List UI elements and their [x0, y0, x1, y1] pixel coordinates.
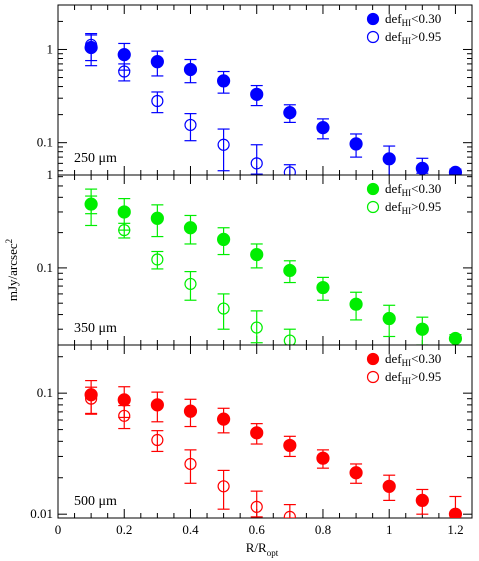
x-axis-title-subscript: opt: [267, 548, 279, 558]
legend-label: defHI<0.30: [385, 351, 441, 368]
legend-marker-open: [366, 200, 380, 214]
data-point-filled: [316, 451, 330, 465]
data-point-filled: [117, 393, 131, 407]
data-point-filled: [183, 221, 198, 235]
x-tick-label: 0.6: [249, 522, 266, 537]
y-tick-label: 0.1: [37, 260, 53, 275]
x-tick-label: 0.4: [182, 522, 199, 537]
band-label: 350 μm: [74, 321, 117, 336]
y-tick-label: 0.1: [37, 135, 53, 150]
data-point-open: [217, 480, 230, 493]
data-point-filled: [283, 106, 297, 120]
data-point-open: [184, 118, 197, 132]
data-point-filled: [217, 412, 231, 426]
data-point-filled: [217, 232, 231, 247]
data-point-filled: [183, 62, 198, 77]
data-point-filled: [382, 479, 396, 493]
data-point-filled: [150, 211, 164, 225]
data-point-filled: [150, 398, 164, 412]
data-point-open: [283, 510, 296, 518]
data-point-filled: [382, 152, 396, 166]
data-point-open: [118, 65, 131, 78]
legend-marker-filled: [366, 352, 380, 366]
data-point-open: [217, 302, 230, 315]
y-tick-label: 0.01: [30, 506, 53, 521]
panel-frame: [57, 4, 473, 176]
legend-marker-open: [366, 30, 380, 44]
data-point-open: [250, 321, 263, 334]
data-point-open: [250, 157, 263, 170]
data-point-filled: [250, 426, 264, 440]
legend-label: defHI<0.30: [385, 181, 441, 198]
data-point-open: [85, 392, 98, 405]
data-point-open: [184, 277, 197, 291]
data-point-filled: [349, 137, 363, 151]
x-tick-label: 0.2: [116, 522, 132, 537]
data-point-filled: [117, 205, 131, 219]
data-point-open: [151, 94, 164, 108]
data-point-filled: [283, 263, 297, 278]
y-tick-label: 1: [47, 167, 54, 182]
data-point-filled: [415, 322, 429, 336]
y-axis-title: mJy/arcsec2: [4, 239, 20, 301]
legend-marker-filled: [366, 12, 380, 26]
panel-frame: [57, 344, 473, 519]
y-tick-label: 0.1: [37, 385, 53, 400]
y-axis-title-superscript: 2: [4, 239, 14, 244]
data-point-filled: [183, 404, 198, 418]
series-group: [84, 188, 463, 345]
data-point-filled: [448, 331, 463, 345]
series-group: [84, 379, 463, 518]
x-tick-label: 0: [55, 522, 62, 537]
data-point-filled: [250, 247, 264, 262]
data-point-filled: [316, 121, 330, 135]
data-point-filled: [316, 280, 330, 295]
data-point-open: [283, 166, 296, 175]
data-point-open: [151, 433, 164, 447]
data-point-filled: [117, 48, 131, 62]
data-point-open: [118, 409, 131, 422]
data-point-filled: [415, 493, 429, 507]
legend-label: defHI>0.95: [385, 369, 441, 386]
legend-marker-filled: [366, 182, 380, 196]
data-point-filled: [349, 297, 363, 311]
band-label: 500 μm: [74, 494, 117, 509]
data-point-filled: [150, 55, 164, 69]
band-label: 250 μm: [74, 151, 117, 166]
data-point-open: [250, 500, 263, 513]
axis-titles: R/Ropt mJy/arcsec2: [4, 239, 279, 558]
panel-frame: [57, 174, 473, 346]
x-tick-label: 1: [386, 522, 393, 537]
x-tick-label: 0.8: [315, 522, 331, 537]
legend-label: defHI<0.30: [385, 11, 441, 28]
y-tick-label: 1: [47, 41, 54, 56]
series-group: [84, 33, 463, 175]
data-point-filled: [283, 438, 297, 453]
data-point-open: [151, 253, 164, 266]
x-tick-label: 1.2: [447, 522, 463, 537]
data-point-filled: [250, 87, 264, 101]
legend-label: defHI>0.95: [385, 199, 441, 216]
data-point-open: [283, 334, 296, 345]
legend-marker-open: [366, 370, 380, 384]
data-point-open: [184, 457, 197, 471]
data-point-filled: [382, 311, 396, 326]
x-axis-title: R/Ropt: [246, 540, 279, 558]
data-point-open: [85, 198, 98, 211]
data-point-filled: [349, 466, 363, 480]
data-point-filled: [448, 165, 463, 175]
data-point-open: [217, 138, 230, 151]
data-point-filled: [217, 74, 231, 88]
legend-label: defHI>0.95: [385, 29, 441, 46]
data-point-open: [85, 38, 98, 51]
data-point-filled: [415, 161, 429, 175]
data-point-open: [118, 224, 131, 237]
data-point-filled: [448, 507, 463, 518]
